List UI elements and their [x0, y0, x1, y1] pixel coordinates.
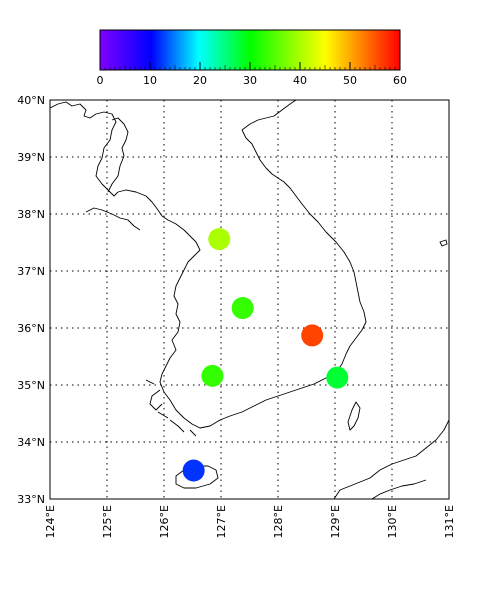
data-point — [231, 297, 254, 320]
lat-label: 39°N — [17, 151, 45, 164]
colorbar-tick-label: 20 — [193, 74, 207, 87]
lon-label: 125°E — [101, 505, 114, 538]
data-point — [301, 324, 324, 347]
latitude-labels: 33°N 34°N 35°N 36°N 37°N 38°N 39°N 40°N — [17, 94, 45, 506]
lon-label: 126°E — [158, 505, 171, 538]
lat-label: 37°N — [17, 265, 45, 278]
longitude-labels: 124°E 125°E 126°E 127°E 128°E 129°E 130°E 131°E — [44, 505, 456, 538]
coastlines — [50, 100, 449, 499]
data-points — [182, 228, 349, 482]
map-frame — [49, 99, 450, 500]
colorbar-tick-label: 50 — [343, 74, 357, 87]
colorbar-tick-label: 30 — [243, 74, 257, 87]
liaodong-coast — [85, 207, 141, 231]
oki-island — [439, 239, 448, 247]
data-point — [201, 364, 224, 387]
lon-label: 124°E — [44, 505, 57, 538]
colorbar-ticks — [99, 62, 401, 70]
nk-west-coast — [107, 117, 129, 193]
colorbar-tick-label: 10 — [143, 74, 157, 87]
lon-label: 128°E — [272, 505, 285, 538]
lat-label: 33°N — [17, 493, 45, 506]
nk-east-coast — [241, 100, 297, 131]
lat-label: 34°N — [17, 436, 45, 449]
lat-label: 38°N — [17, 208, 45, 221]
lat-label: 40°N — [17, 94, 45, 107]
map-area: 33°N34°N35°N36°N37°N38°N39°N40°N 124°E 12… — [17, 94, 456, 538]
lat-label: 36°N — [17, 322, 45, 335]
colorbar-tick-label: 40 — [293, 74, 307, 87]
colorbar-tick-label: 60 — [393, 74, 407, 87]
china-coast-2 — [117, 189, 163, 217]
tsushima — [347, 401, 361, 431]
lon-label: 131°E — [443, 505, 456, 538]
data-point — [326, 366, 349, 389]
data-point — [208, 228, 231, 251]
colorbar-tick-label: 0 — [97, 74, 104, 87]
lon-label: 130°E — [386, 505, 399, 538]
west-islands — [145, 379, 197, 437]
colorbar-tick-labels: 0 10 20 30 40 50 60 — [97, 74, 408, 87]
lon-label: 129°E — [329, 505, 342, 538]
lon-label: 127°E — [215, 505, 228, 538]
china-coast — [50, 101, 119, 197]
japan-coast-2 — [371, 479, 427, 499]
gridlines — [50, 100, 449, 499]
data-point — [182, 459, 205, 482]
korea-coast — [159, 129, 367, 429]
lat-label: 35°N — [17, 379, 45, 392]
colorbar: 0 10 20 30 40 50 60 — [97, 29, 408, 87]
